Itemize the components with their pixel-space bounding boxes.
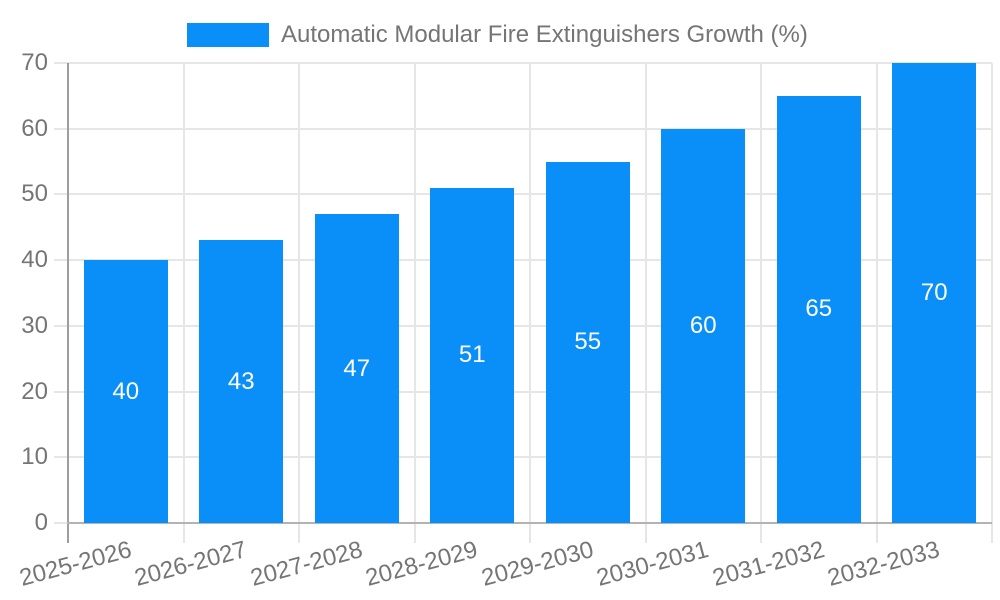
gridline-horizontal — [54, 127, 992, 130]
gridline-horizontal — [54, 259, 992, 262]
gridline-horizontal — [54, 456, 992, 459]
x-tick-label: 2029-2030 — [478, 536, 597, 592]
y-tick-label: 10 — [21, 443, 48, 471]
gridline-vertical — [298, 63, 300, 543]
bar[interactable] — [199, 240, 284, 523]
y-tick-label: 30 — [21, 311, 48, 339]
bar[interactable] — [661, 128, 746, 523]
x-tick-label: 2026-2027 — [132, 536, 250, 592]
bar-value-label: 40 — [112, 377, 140, 405]
legend-label: Automatic Modular Fire Extinguishers Gro… — [281, 21, 808, 48]
gridline-vertical — [182, 63, 185, 543]
gridline-vertical — [413, 63, 416, 543]
x-tick-label: 2030-2031 — [594, 536, 712, 592]
y-tick-mark — [54, 522, 68, 524]
y-tick-label: 40 — [21, 246, 48, 274]
x-tick-label: 2025-2026 — [16, 536, 135, 592]
y-axis-line — [67, 63, 69, 543]
y-tick-label: 50 — [21, 180, 48, 208]
x-tick-label: 2031-2032 — [709, 536, 828, 592]
gridline-vertical — [875, 63, 878, 543]
bar[interactable] — [314, 214, 399, 523]
x-axis-line — [67, 522, 992, 524]
chart-legend: Automatic Modular Fire Extinguishers Gro… — [187, 21, 808, 49]
y-tick-label: 0 — [34, 509, 48, 536]
bar-value-label: 43 — [227, 367, 255, 395]
y-tick-label: 20 — [21, 377, 48, 405]
bar-value-label: 70 — [920, 279, 948, 306]
bar-value-label: 47 — [343, 354, 371, 382]
gridline-vertical — [644, 63, 647, 543]
legend-swatch — [187, 23, 269, 47]
y-tick-label: 60 — [21, 114, 48, 142]
gridline-vertical — [529, 63, 531, 543]
x-tick-label: 2027-2028 — [247, 536, 366, 592]
bar[interactable] — [430, 187, 515, 523]
y-tick-label: 70 — [21, 49, 48, 76]
gridline-horizontal — [54, 193, 992, 196]
bar-value-label: 51 — [458, 341, 486, 369]
gridline-vertical — [760, 63, 762, 543]
bar[interactable] — [892, 63, 977, 523]
x-tick-label: 2028-2029 — [363, 536, 481, 592]
bar[interactable] — [776, 95, 861, 523]
gridline-horizontal — [54, 324, 992, 327]
bar-value-label: 65 — [805, 295, 833, 323]
gridline-horizontal — [54, 62, 992, 64]
bar-value-label: 60 — [689, 311, 717, 339]
bar[interactable] — [83, 260, 168, 523]
gridline-vertical — [991, 63, 993, 543]
x-tick-label: 2032-2033 — [825, 536, 943, 592]
bar[interactable] — [545, 161, 630, 523]
gridline-horizontal — [54, 390, 992, 393]
bar-value-label: 55 — [574, 328, 602, 356]
